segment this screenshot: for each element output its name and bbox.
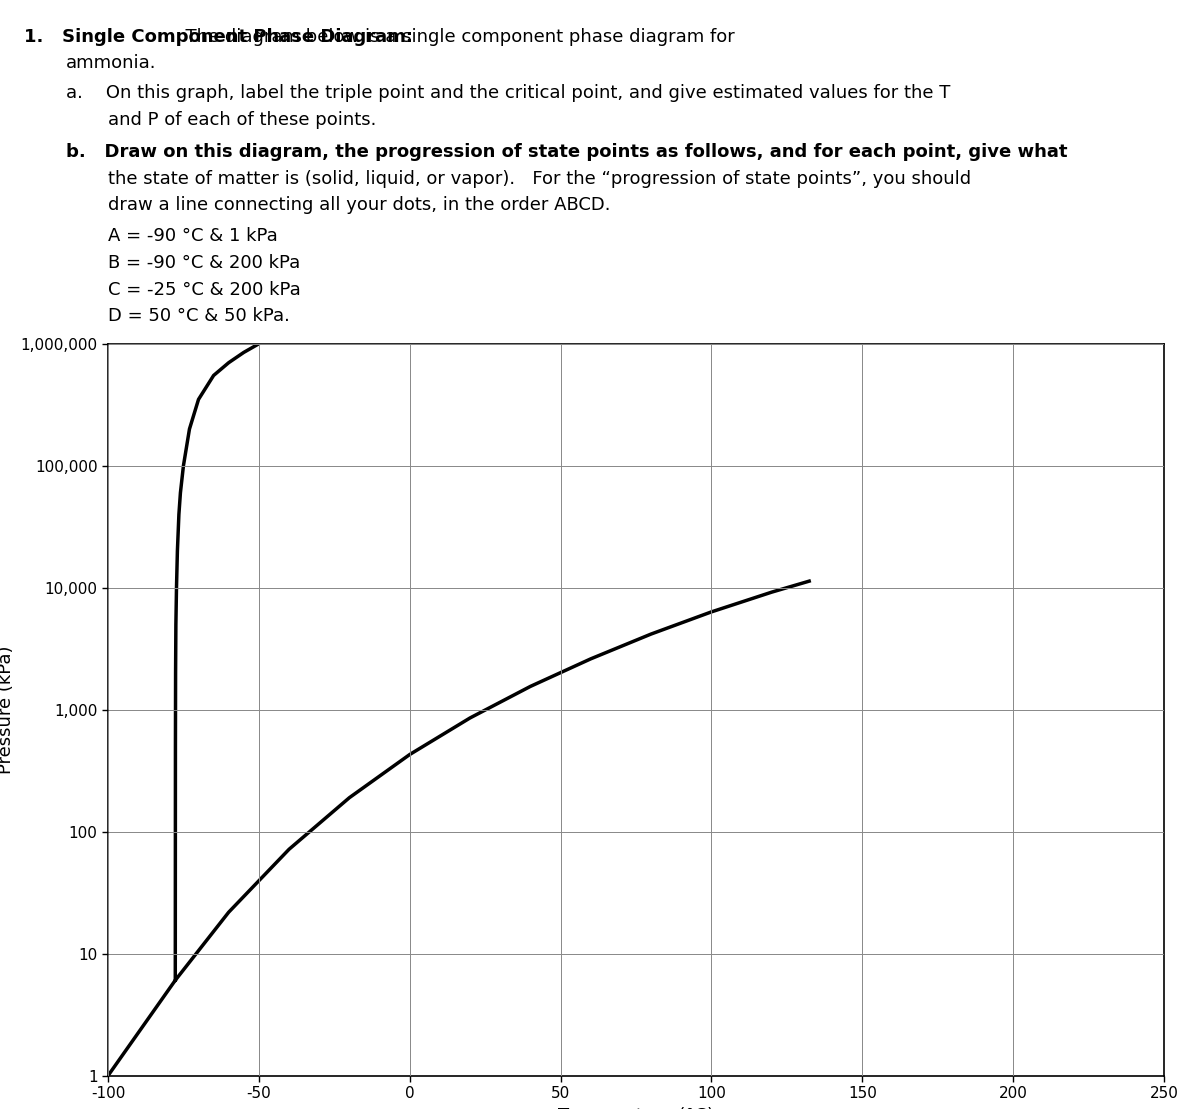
Text: and P of each of these points.: and P of each of these points. — [108, 111, 377, 129]
Text: draw a line connecting all your dots, in the order ABCD.: draw a line connecting all your dots, in… — [108, 196, 611, 214]
Text: B = -90 °C & 200 kPa: B = -90 °C & 200 kPa — [108, 254, 300, 272]
Text: C = -25 °C & 200 kPa: C = -25 °C & 200 kPa — [108, 281, 301, 298]
Text: D = 50 °C & 50 kPa.: D = 50 °C & 50 kPa. — [108, 307, 290, 325]
Y-axis label: Pressure (kPa): Pressure (kPa) — [0, 645, 14, 774]
Text: The diagram below is a single component phase diagram for: The diagram below is a single component … — [174, 28, 734, 45]
Text: A = -90 °C & 1 kPa: A = -90 °C & 1 kPa — [108, 227, 277, 245]
X-axis label: Temperature (°C): Temperature (°C) — [558, 1107, 714, 1109]
Text: 1.   Single Component Phase Diagram:: 1. Single Component Phase Diagram: — [24, 28, 413, 45]
Text: b.   Draw on this diagram, the progression of state points as follows, and for e: b. Draw on this diagram, the progression… — [66, 143, 1068, 161]
Text: a.    On this graph, label the triple point and the critical point, and give est: a. On this graph, label the triple point… — [66, 84, 950, 102]
Text: the state of matter is (solid, liquid, or vapor).   For the “progression of stat: the state of matter is (solid, liquid, o… — [108, 170, 971, 187]
Text: ammonia.: ammonia. — [66, 54, 156, 72]
